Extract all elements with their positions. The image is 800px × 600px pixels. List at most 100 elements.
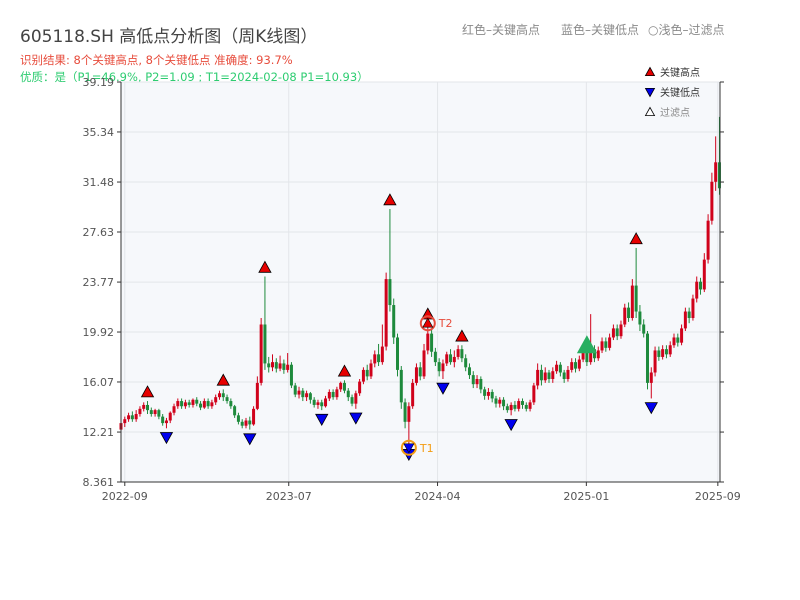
candle-body <box>373 354 377 364</box>
candle-body <box>430 333 434 352</box>
candle-body <box>498 399 502 404</box>
candle-body <box>608 337 612 348</box>
candle-body <box>127 415 131 420</box>
candle-body <box>388 279 392 306</box>
candle-body <box>267 363 271 368</box>
candle-body <box>596 350 600 359</box>
candle-body <box>259 324 263 383</box>
candle-body <box>547 372 551 379</box>
candle-body <box>377 354 381 363</box>
candle-body <box>717 162 721 189</box>
candle-body <box>335 389 339 398</box>
candle-body <box>623 307 627 325</box>
candle-body <box>153 410 157 415</box>
candle-body <box>706 220 710 260</box>
candle-body <box>464 358 468 368</box>
candle-body <box>403 402 407 422</box>
candle-body <box>187 402 191 405</box>
candle-body <box>475 378 479 385</box>
candle-body <box>634 285 638 312</box>
candle-body <box>297 390 301 395</box>
candle-body <box>539 369 543 381</box>
y-tick-label: 31.48 <box>83 176 115 189</box>
key-low-marker <box>159 432 174 445</box>
y-tick-label: 8.361 <box>83 476 115 489</box>
key-high-marker <box>216 373 230 386</box>
candle-body <box>479 378 483 390</box>
candle-body <box>574 362 578 369</box>
candle-body <box>471 375 475 385</box>
y-tick-label: 35.34 <box>83 126 115 139</box>
candle-body <box>676 337 680 343</box>
candle-body <box>301 390 305 398</box>
candle-body <box>206 401 210 407</box>
y-tick-label: 39.19 <box>83 76 115 89</box>
candle-body <box>331 391 335 398</box>
candle-body <box>384 279 388 347</box>
legend-marker <box>644 88 656 98</box>
candle-body <box>653 350 657 373</box>
candle-body <box>664 349 668 355</box>
candle-body <box>396 337 400 370</box>
candle-body <box>532 385 536 403</box>
candle-body <box>494 398 498 404</box>
candle-body <box>528 402 532 409</box>
candle-body <box>123 419 127 424</box>
key-low-marker <box>436 382 450 395</box>
candle-body <box>164 420 168 424</box>
candle-body <box>555 364 559 372</box>
candle-body <box>183 402 187 407</box>
candle-body <box>146 404 150 411</box>
candle-body <box>305 393 309 398</box>
candle-body <box>293 385 297 395</box>
candle-body <box>604 341 608 348</box>
candle-body <box>263 324 267 364</box>
candle-body <box>710 181 714 221</box>
key-low-marker <box>315 413 329 426</box>
candle-body <box>217 393 221 398</box>
axes: 8.361 12.21 16.07 19.92 23.77 27.63 31.48 35.34… <box>83 76 741 503</box>
candle-body <box>369 363 373 377</box>
quality-line: 优质：是（P1=46.9%, P2=1.09 ; T1=2024-02-08 P… <box>20 70 369 84</box>
candle-body <box>630 285 634 319</box>
big-triangle-marker <box>576 335 597 354</box>
candle-body <box>592 349 596 359</box>
candle-body <box>180 401 184 407</box>
y-tick-label: 23.77 <box>83 276 115 289</box>
candle-body <box>467 367 471 376</box>
candle-body <box>714 162 718 182</box>
candle-body <box>289 364 293 386</box>
candle-body <box>490 391 494 399</box>
candle-body <box>702 259 706 290</box>
candle-body <box>271 362 275 368</box>
candle-body <box>570 362 574 370</box>
candle-body <box>225 397 229 402</box>
candle-body <box>505 406 509 411</box>
candle-body <box>138 408 142 415</box>
candle-body <box>172 406 176 413</box>
point-circle-t1 <box>400 439 417 456</box>
candle-body <box>441 363 445 372</box>
key-high-marker <box>140 385 155 398</box>
candle-body <box>380 346 384 363</box>
candle-body <box>585 351 589 363</box>
key-low-marker <box>504 419 518 432</box>
candle-body <box>645 333 649 383</box>
candle-body <box>221 393 225 398</box>
candle-body <box>244 420 248 426</box>
candle-body <box>699 281 703 290</box>
candle-body <box>691 298 695 319</box>
top-legend-red: 红色–关键高点 <box>462 23 541 37</box>
candle-body <box>638 311 642 325</box>
candle-body <box>687 311 691 319</box>
candle-body <box>411 382 415 407</box>
candle-body <box>233 406 237 416</box>
candle-body <box>316 402 320 405</box>
candle-body <box>142 404 146 409</box>
candle-body <box>600 341 604 351</box>
candle-body <box>308 393 312 400</box>
key-high-marker <box>383 193 397 206</box>
candle-body <box>282 363 286 370</box>
candle-body <box>236 415 240 422</box>
candle-body <box>520 401 524 405</box>
